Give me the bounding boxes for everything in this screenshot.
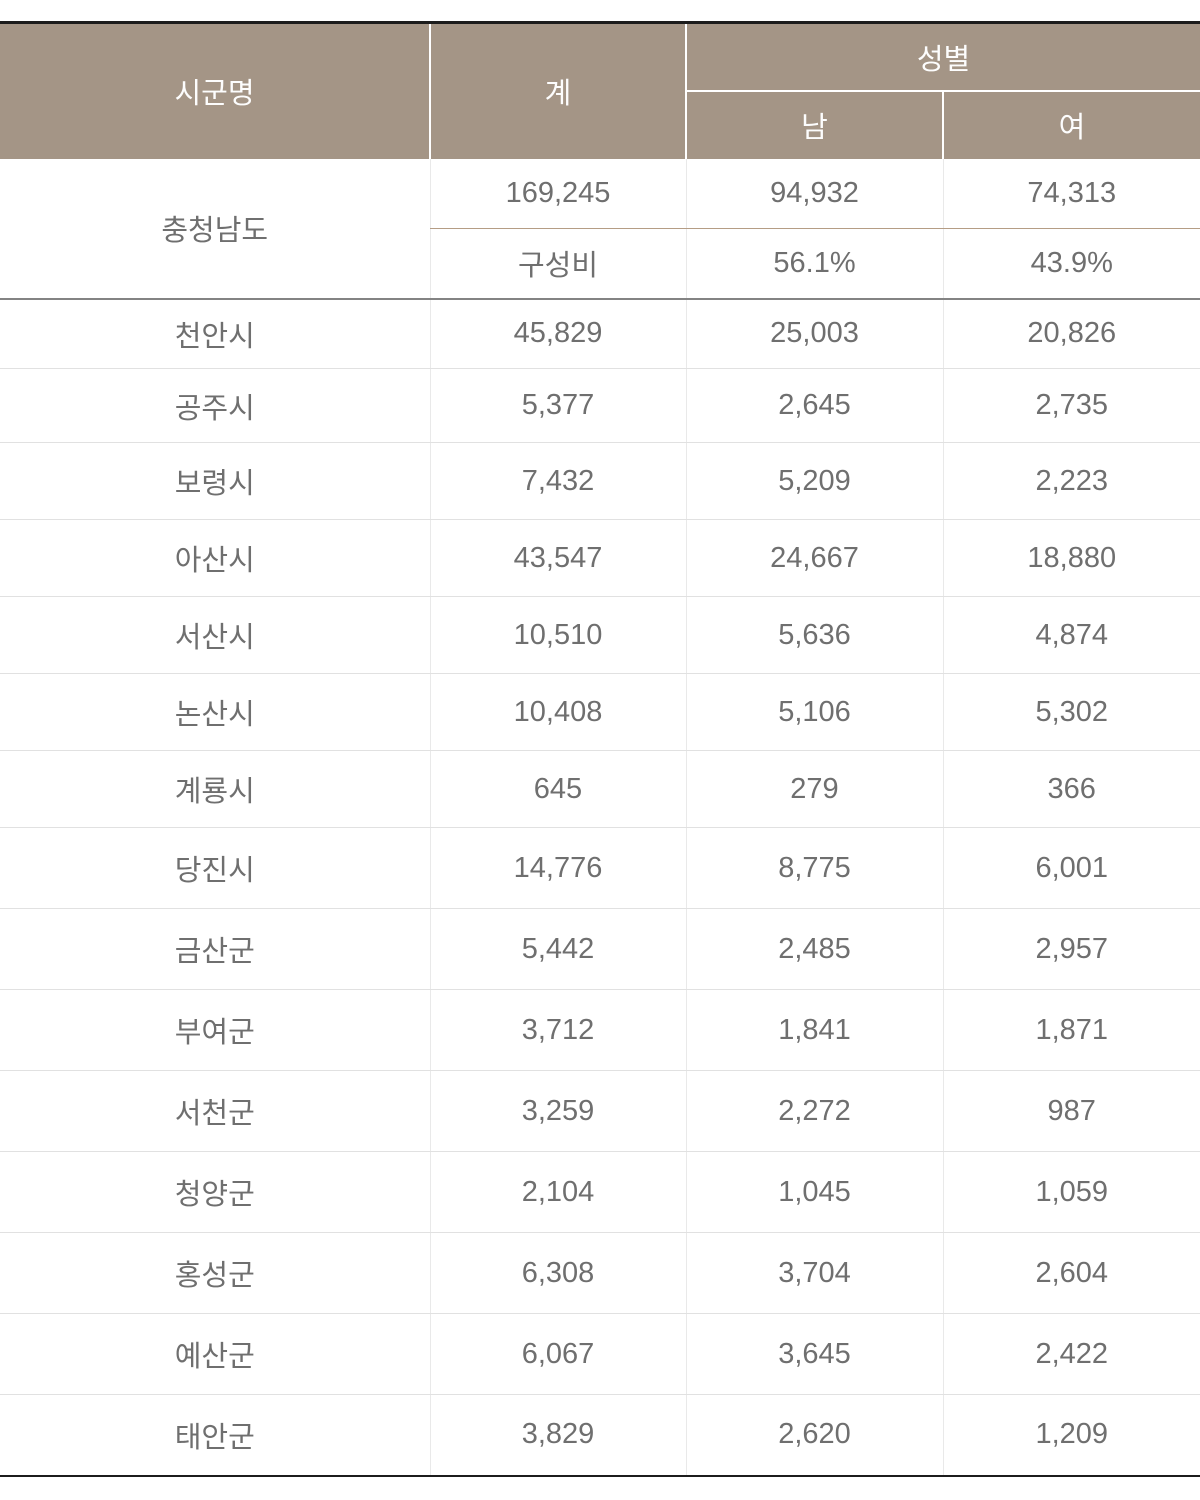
province-total-row: 충청남도 169,245 94,932 74,313 — [0, 158, 1200, 300]
total-value: 645 — [429, 750, 686, 828]
table-row: 보령시 7,432 5,209 2,223 — [0, 442, 1200, 520]
male-value: 2,272 — [685, 1070, 943, 1152]
total-value: 7,432 — [429, 442, 686, 520]
table-row: 공주시 5,377 2,645 2,735 — [0, 368, 1200, 443]
region-name: 부여군 — [0, 989, 430, 1071]
table-row: 서천군 3,259 2,272 987 — [0, 1070, 1200, 1152]
female-value: 987 — [942, 1070, 1200, 1152]
province-name: 충청남도 — [0, 158, 430, 300]
total-value: 43,547 — [429, 519, 686, 597]
total-value: 2,104 — [429, 1151, 686, 1233]
total-value: 3,829 — [429, 1394, 686, 1477]
region-name: 논산시 — [0, 673, 430, 751]
column-header-gender: 성별 — [686, 22, 1200, 92]
region-name: 서천군 — [0, 1070, 430, 1152]
female-value: 20,826 — [942, 298, 1200, 369]
header-row-1: 시군명 계 성별 — [0, 22, 1200, 159]
total-value: 10,408 — [429, 673, 686, 751]
total-value: 6,067 — [429, 1313, 686, 1395]
male-value: 2,645 — [685, 368, 943, 443]
male-value: 279 — [685, 750, 943, 828]
region-name: 태안군 — [0, 1394, 430, 1477]
male-ratio: 56.1% — [685, 228, 943, 300]
table-row: 청양군 2,104 1,045 1,059 — [0, 1151, 1200, 1233]
ratio-label: 구성비 — [429, 228, 686, 300]
male-value: 5,209 — [685, 442, 943, 520]
header-row-2: 남 여 — [0, 90, 1200, 159]
table-row: 당진시 14,776 8,775 6,001 — [0, 827, 1200, 909]
female-ratio: 43.9% — [942, 228, 1200, 300]
table-row: 논산시 10,408 5,106 5,302 — [0, 673, 1200, 751]
female-value: 2,735 — [942, 368, 1200, 443]
region-name: 예산군 — [0, 1313, 430, 1395]
male-value: 3,704 — [685, 1232, 943, 1314]
region-name: 계룡시 — [0, 750, 430, 828]
female-value: 1,059 — [942, 1151, 1200, 1233]
region-name: 공주시 — [0, 368, 430, 443]
province-total: 169,245 — [429, 158, 686, 229]
total-value: 3,259 — [429, 1070, 686, 1152]
female-value: 1,209 — [942, 1394, 1200, 1477]
table-row: 금산군 5,442 2,485 2,957 — [0, 908, 1200, 990]
male-value: 25,003 — [685, 298, 943, 369]
column-header-female: 여 — [943, 90, 1200, 159]
total-value: 45,829 — [429, 298, 686, 369]
total-value: 10,510 — [429, 596, 686, 674]
province-male: 94,932 — [685, 158, 943, 229]
male-value: 3,645 — [685, 1313, 943, 1395]
female-value: 2,223 — [942, 442, 1200, 520]
total-value: 14,776 — [429, 827, 686, 909]
region-name: 홍성군 — [0, 1232, 430, 1314]
table-row: 예산군 6,067 3,645 2,422 — [0, 1313, 1200, 1395]
female-value: 6,001 — [942, 827, 1200, 909]
female-value: 366 — [942, 750, 1200, 828]
table-row: 서산시 10,510 5,636 4,874 — [0, 596, 1200, 674]
column-header-total: 계 — [430, 22, 687, 159]
female-value: 1,871 — [942, 989, 1200, 1071]
region-name: 당진시 — [0, 827, 430, 909]
region-name: 보령시 — [0, 442, 430, 520]
table-row: 태안군 3,829 2,620 1,209 — [0, 1394, 1200, 1477]
female-value: 4,874 — [942, 596, 1200, 674]
table-row: 아산시 43,547 24,667 18,880 — [0, 519, 1200, 597]
female-value: 5,302 — [942, 673, 1200, 751]
male-value: 1,841 — [685, 989, 943, 1071]
province-female: 74,313 — [942, 158, 1200, 229]
region-name: 금산군 — [0, 908, 430, 990]
table-row: 홍성군 6,308 3,704 2,604 — [0, 1232, 1200, 1314]
column-header-male: 남 — [686, 90, 944, 159]
male-value: 24,667 — [685, 519, 943, 597]
male-value: 1,045 — [685, 1151, 943, 1233]
male-value: 8,775 — [685, 827, 943, 909]
region-name: 청양군 — [0, 1151, 430, 1233]
total-value: 3,712 — [429, 989, 686, 1071]
female-value: 2,957 — [942, 908, 1200, 990]
column-header-region: 시군명 — [0, 22, 431, 159]
male-value: 5,106 — [685, 673, 943, 751]
population-table: 시군명 계 성별 남 여 충청남도 169,245 94,932 74,313 … — [0, 21, 1200, 1477]
table-row: 천안시 45,829 25,003 20,826 — [0, 298, 1200, 369]
province-ratio-row: 구성비 56.1% 43.9% — [0, 228, 1200, 300]
male-value: 2,620 — [685, 1394, 943, 1477]
region-name: 아산시 — [0, 519, 430, 597]
table-row: 계룡시 645 279 366 — [0, 750, 1200, 828]
region-name: 천안시 — [0, 298, 430, 369]
female-value: 2,604 — [942, 1232, 1200, 1314]
table-row: 부여군 3,712 1,841 1,871 — [0, 989, 1200, 1071]
table-header: 시군명 계 성별 남 여 — [0, 22, 1200, 159]
female-value: 2,422 — [942, 1313, 1200, 1395]
male-value: 2,485 — [685, 908, 943, 990]
total-value: 6,308 — [429, 1232, 686, 1314]
total-value: 5,377 — [429, 368, 686, 443]
region-name: 서산시 — [0, 596, 430, 674]
female-value: 18,880 — [942, 519, 1200, 597]
total-value: 5,442 — [429, 908, 686, 990]
male-value: 5,636 — [685, 596, 943, 674]
